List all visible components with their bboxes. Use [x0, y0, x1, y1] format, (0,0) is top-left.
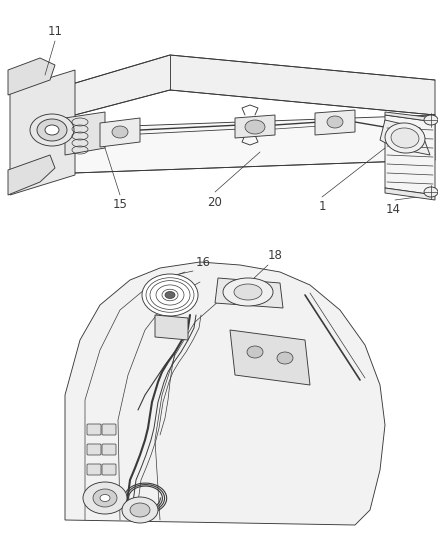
Polygon shape	[65, 112, 105, 155]
Ellipse shape	[384, 123, 424, 153]
Text: 1: 1	[318, 200, 325, 213]
Ellipse shape	[326, 116, 342, 128]
Polygon shape	[384, 112, 434, 122]
Polygon shape	[18, 55, 434, 130]
Ellipse shape	[112, 126, 128, 138]
Polygon shape	[10, 70, 75, 195]
Ellipse shape	[165, 292, 175, 298]
Ellipse shape	[30, 114, 74, 146]
FancyBboxPatch shape	[87, 444, 101, 455]
Text: 18: 18	[267, 249, 282, 262]
Polygon shape	[155, 315, 187, 340]
Ellipse shape	[83, 482, 127, 514]
Ellipse shape	[122, 497, 158, 523]
Text: 11: 11	[47, 25, 62, 38]
Ellipse shape	[390, 128, 418, 148]
Ellipse shape	[141, 274, 198, 316]
Ellipse shape	[45, 125, 59, 135]
Polygon shape	[234, 115, 274, 138]
Polygon shape	[314, 110, 354, 135]
FancyBboxPatch shape	[87, 464, 101, 475]
FancyBboxPatch shape	[102, 464, 116, 475]
Ellipse shape	[244, 120, 265, 134]
Polygon shape	[18, 115, 434, 175]
Text: 14: 14	[385, 203, 399, 216]
Polygon shape	[100, 118, 140, 147]
Text: 20: 20	[207, 196, 222, 209]
Polygon shape	[230, 330, 309, 385]
Ellipse shape	[100, 495, 110, 502]
Polygon shape	[215, 278, 283, 308]
Ellipse shape	[423, 115, 437, 125]
FancyBboxPatch shape	[102, 444, 116, 455]
Polygon shape	[384, 188, 434, 200]
Polygon shape	[379, 120, 429, 155]
Text: 16: 16	[195, 256, 211, 269]
Polygon shape	[384, 115, 434, 195]
Text: 15: 15	[112, 198, 127, 211]
Ellipse shape	[93, 489, 117, 507]
Ellipse shape	[130, 503, 150, 517]
FancyBboxPatch shape	[102, 424, 116, 435]
Ellipse shape	[233, 284, 261, 300]
Polygon shape	[65, 262, 384, 525]
Ellipse shape	[423, 187, 437, 197]
Ellipse shape	[247, 346, 262, 358]
Ellipse shape	[223, 278, 272, 306]
Ellipse shape	[276, 352, 292, 364]
Ellipse shape	[37, 119, 67, 141]
Polygon shape	[8, 58, 55, 95]
Polygon shape	[8, 155, 55, 195]
FancyBboxPatch shape	[87, 424, 101, 435]
